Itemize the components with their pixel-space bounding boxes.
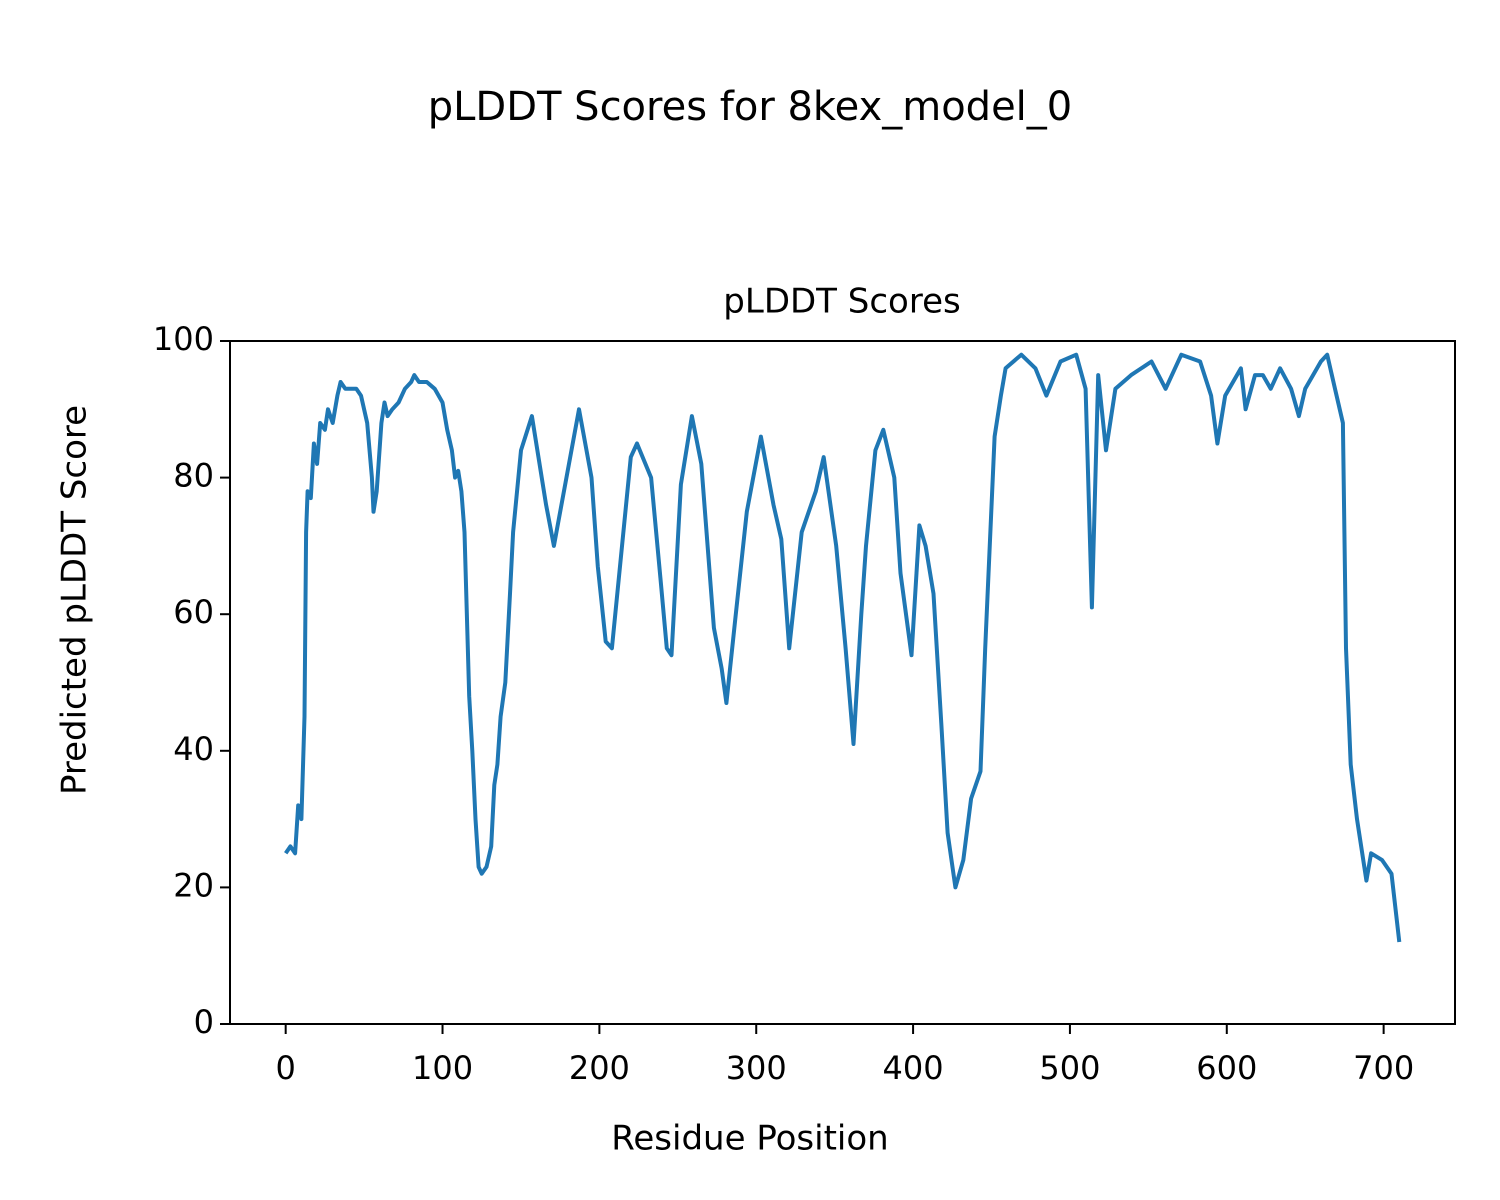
y-tick-label: 40 xyxy=(173,730,214,768)
y-tick-label: 0 xyxy=(194,1003,214,1041)
y-tick-label: 100 xyxy=(153,320,214,358)
x-tick-label: 300 xyxy=(726,1049,787,1087)
x-tick-label: 700 xyxy=(1353,1049,1414,1087)
y-tick-label: 60 xyxy=(173,593,214,631)
x-tick-label: 400 xyxy=(883,1049,944,1087)
x-tick-label: 100 xyxy=(412,1049,473,1087)
y-tick-label: 80 xyxy=(173,457,214,495)
subtitle: pLDDT Scores xyxy=(723,282,960,322)
chart-title: pLDDT Scores for 8kex_model_0 xyxy=(428,84,1073,130)
x-tick-label: 200 xyxy=(569,1049,630,1087)
x-axis-label: Residue Position xyxy=(611,1119,888,1159)
y-axis-label: Predicted pLDDT Score xyxy=(55,405,95,795)
x-tick-label: 500 xyxy=(1039,1049,1100,1087)
plot-frame xyxy=(229,340,1456,1025)
x-tick-label: 600 xyxy=(1196,1049,1257,1087)
line-series xyxy=(284,352,1402,943)
y-tick-label: 20 xyxy=(173,866,214,904)
x-tick-label: 0 xyxy=(276,1049,296,1087)
